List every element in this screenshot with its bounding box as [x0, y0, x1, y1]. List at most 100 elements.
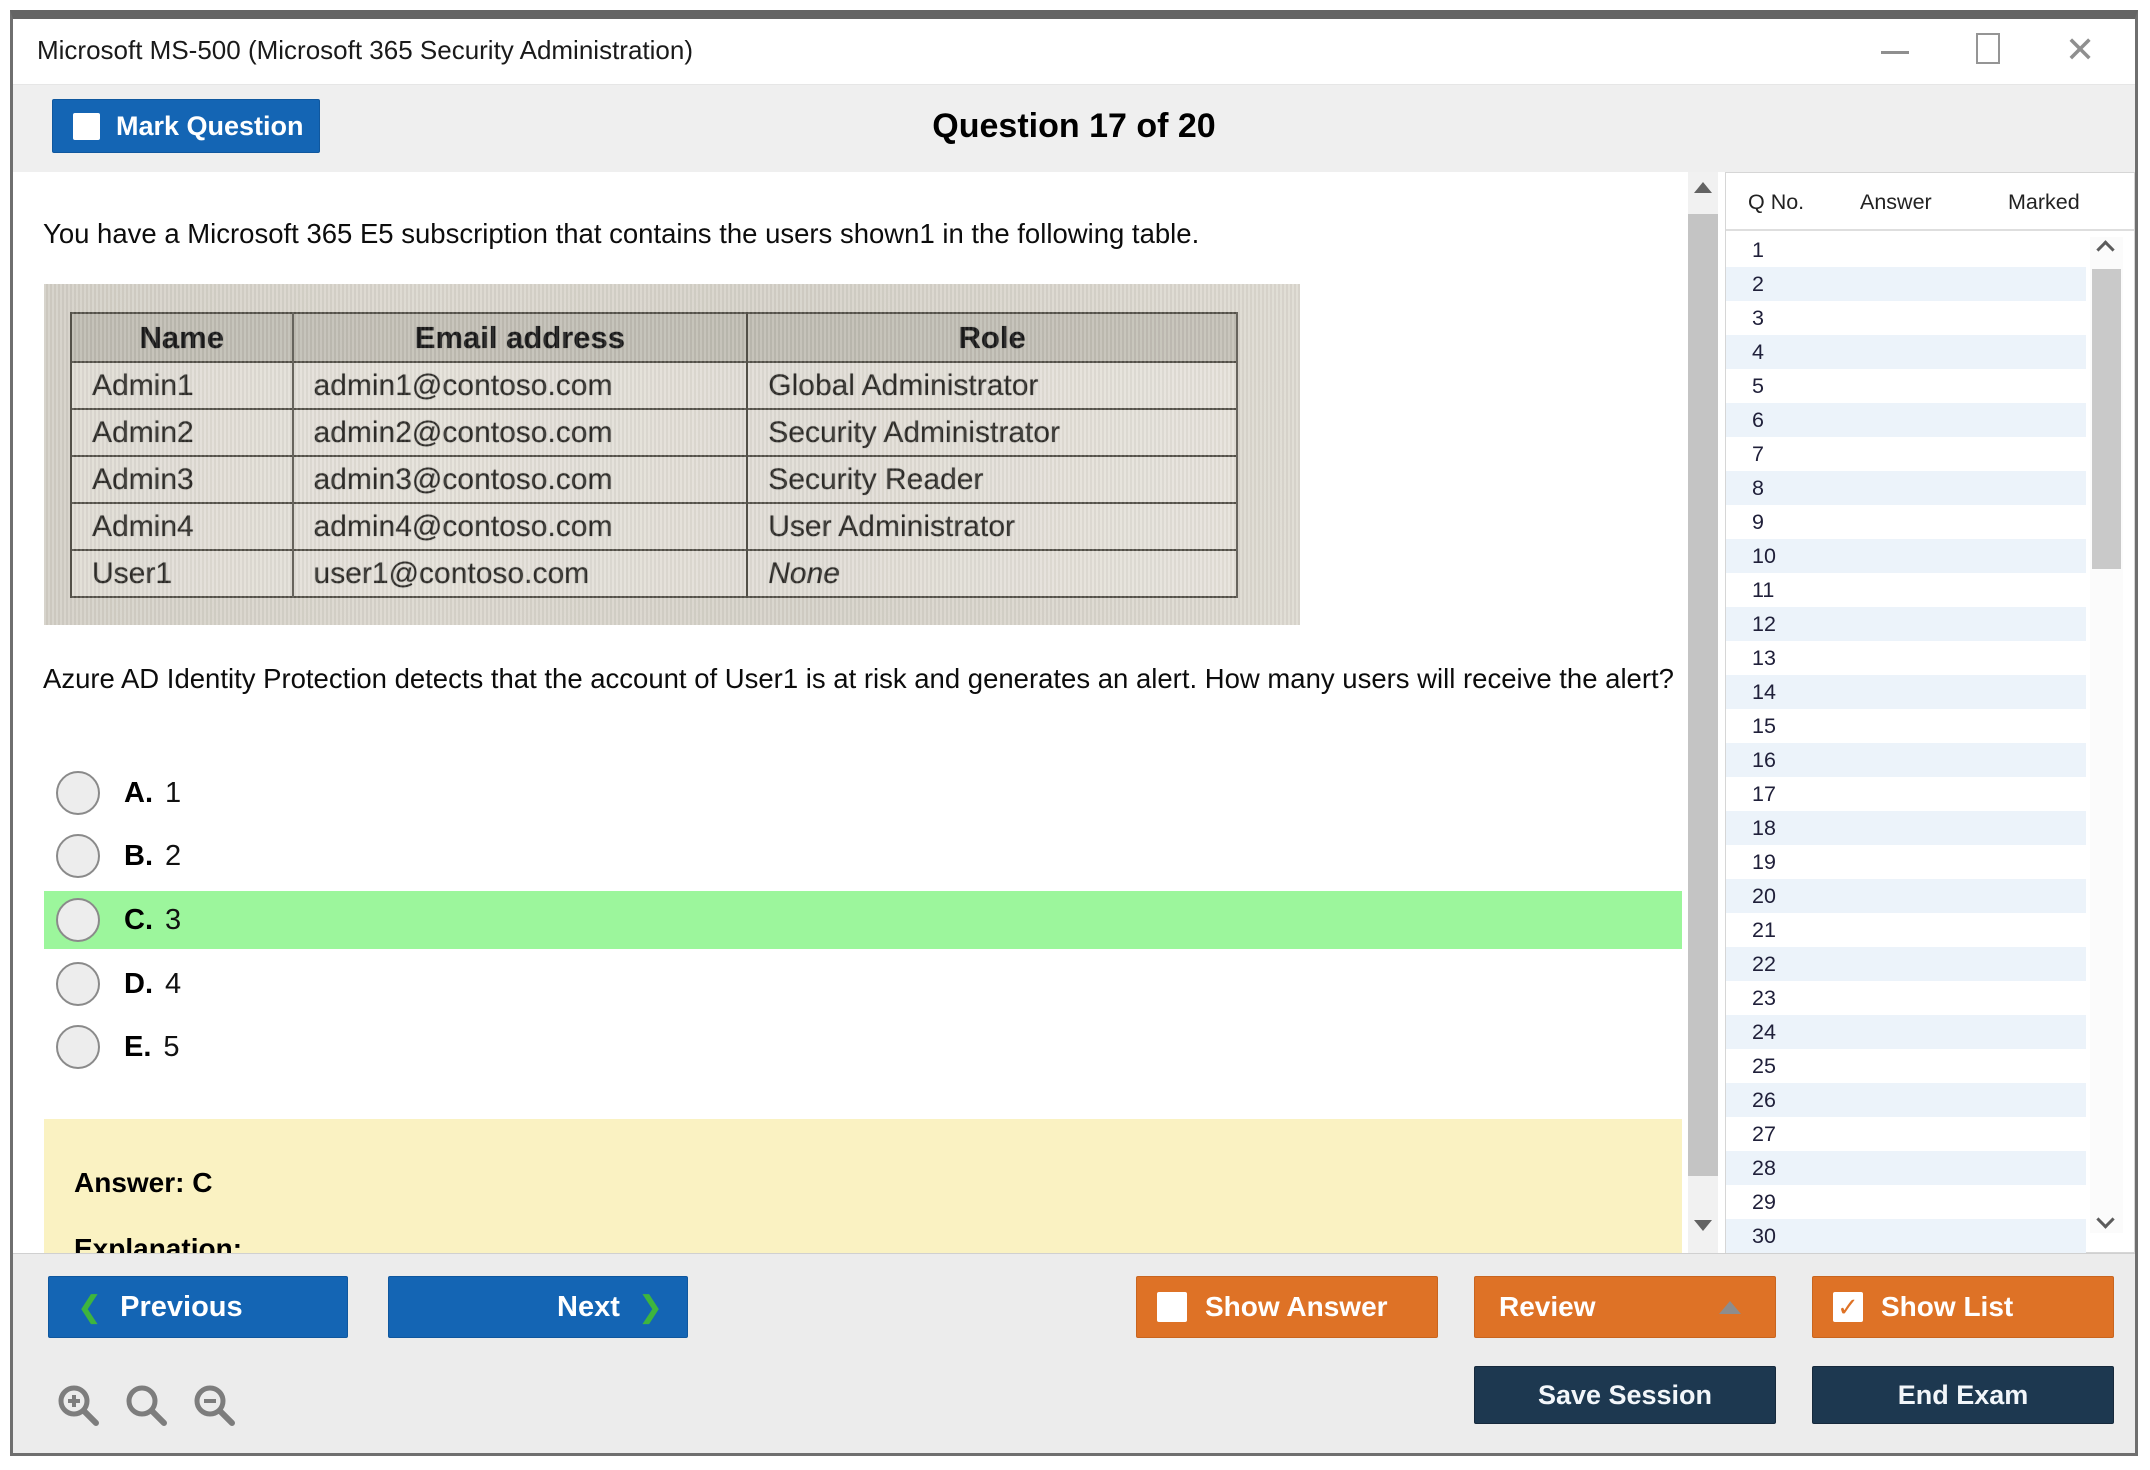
review-label: Review [1499, 1291, 1596, 1322]
mark-question-checkbox[interactable] [73, 112, 100, 140]
checkmark-icon: ✓ [1837, 1292, 1859, 1322]
question-list-row[interactable]: 23 [1726, 981, 2086, 1015]
show-answer-button[interactable]: Show Answer [1136, 1276, 1438, 1338]
next-button[interactable]: Next ❯ [388, 1276, 688, 1338]
question-number: 19 [1752, 850, 1776, 874]
question-list-row[interactable]: 28 [1726, 1151, 2086, 1185]
question-list-row[interactable]: 29 [1726, 1185, 2086, 1219]
radio-button-d[interactable] [56, 962, 100, 1006]
table-cell: Admin1 [70, 361, 294, 410]
question-panel: You have a Microsoft 365 E5 subscription… [13, 172, 1701, 1253]
scroll-up-chevron-icon[interactable] [2096, 240, 2115, 259]
question-list-row[interactable]: 18 [1726, 811, 2086, 845]
question-list-row[interactable]: 4 [1726, 335, 2086, 369]
question-list-row[interactable]: 7 [1726, 437, 2086, 471]
question-list-row[interactable]: 6 [1726, 403, 2086, 437]
end-exam-button[interactable]: End Exam [1812, 1366, 2114, 1424]
users-table-header: Email address [291, 312, 749, 363]
zoom-reset-button[interactable] [121, 1380, 173, 1432]
question-list-row[interactable]: 9 [1726, 505, 2086, 539]
question-list-scrollbar-thumb[interactable] [2092, 269, 2121, 569]
question-list-row[interactable]: 27 [1726, 1117, 2086, 1151]
table-cell: Admin2 [70, 408, 294, 457]
question-number: 9 [1752, 510, 1764, 534]
question-list-row[interactable]: 15 [1726, 709, 2086, 743]
scrollbar-thumb[interactable] [1688, 214, 1718, 1176]
radio-button-b[interactable] [56, 834, 100, 878]
question-list-row[interactable]: 1 [1726, 233, 2086, 267]
show-list-label: Show List [1881, 1291, 2014, 1322]
answer-option-e[interactable]: E. 5 [44, 1018, 1682, 1076]
question-list-row[interactable]: 17 [1726, 777, 2086, 811]
show-list-button[interactable]: ✓ Show List [1812, 1276, 2114, 1338]
question-number: 28 [1752, 1156, 1776, 1180]
scroll-down-chevron-icon[interactable] [2096, 1210, 2115, 1229]
zoom-in-button[interactable] [53, 1380, 105, 1432]
table-cell: Security Reader [746, 455, 1238, 504]
question-body-text: Azure AD Identity Protection detects tha… [43, 663, 1674, 694]
scroll-up-arrow-icon[interactable] [1694, 182, 1712, 193]
question-list-row[interactable]: 2 [1726, 267, 2086, 301]
question-list-row[interactable]: 10 [1726, 539, 2086, 573]
mark-question-button[interactable]: Mark Question [52, 99, 320, 153]
table-row: Admin3 admin3@contoso.com Security Reade… [70, 455, 1238, 504]
question-list-row[interactable]: 30 [1726, 1219, 2086, 1253]
question-list-row[interactable]: 25 [1726, 1049, 2086, 1083]
answer-option-c-highlighted[interactable]: C. 3 [44, 891, 1682, 949]
table-cell: admin4@contoso.com [291, 502, 749, 551]
table-cell: Global Administrator [746, 361, 1238, 410]
question-list-row[interactable]: 8 [1726, 471, 2086, 505]
explanation-label: Explanation: [74, 1233, 243, 1253]
close-button[interactable]: ✕ [2051, 19, 2111, 79]
previous-button[interactable]: ❮ Previous [48, 1276, 348, 1338]
radio-button-e[interactable] [56, 1025, 100, 1069]
question-list-row[interactable]: 26 [1726, 1083, 2086, 1117]
title-bar: Microsoft MS-500 (Microsoft 365 Security… [13, 19, 2135, 85]
users-table-header: Role [746, 312, 1238, 363]
zoom-out-button[interactable] [189, 1380, 241, 1432]
question-list-row[interactable]: 19 [1726, 845, 2086, 879]
question-list-row[interactable]: 20 [1726, 879, 2086, 913]
show-list-checkbox[interactable]: ✓ [1833, 1292, 1863, 1322]
question-header-band: Mark Question Question 17 of 20 [13, 85, 2135, 172]
table-cell: Security Administrator [746, 408, 1238, 457]
question-list-row[interactable]: 3 [1726, 301, 2086, 335]
question-list-row[interactable]: 14 [1726, 675, 2086, 709]
answer-option-b[interactable]: B. 2 [44, 827, 1682, 885]
review-button[interactable]: Review [1474, 1276, 1776, 1338]
question-number: 23 [1752, 986, 1776, 1010]
option-letter: B. [124, 839, 153, 872]
chevron-left-icon: ❮ [77, 1290, 103, 1324]
table-row: Admin2 admin2@contoso.com Security Admin… [70, 408, 1238, 457]
radio-button-a[interactable] [56, 771, 100, 815]
question-list-row[interactable]: 13 [1726, 641, 2086, 675]
question-list-row[interactable]: 16 [1726, 743, 2086, 777]
show-answer-checkbox[interactable] [1157, 1292, 1187, 1322]
question-list-scrollbar[interactable] [2090, 237, 2123, 1233]
question-list-row[interactable]: 12 [1726, 607, 2086, 641]
minimize-button[interactable] [1865, 19, 1925, 79]
question-number: 30 [1752, 1224, 1776, 1248]
table-cell: admin1@contoso.com [291, 361, 749, 410]
question-list-row[interactable]: 11 [1726, 573, 2086, 607]
exam-window: Microsoft MS-500 (Microsoft 365 Security… [10, 10, 2138, 1456]
scroll-down-arrow-icon[interactable] [1694, 1220, 1712, 1231]
answer-option-d[interactable]: D. 4 [44, 955, 1682, 1013]
question-list-row[interactable]: 24 [1726, 1015, 2086, 1049]
answer-option-a[interactable]: A. 1 [44, 764, 1682, 822]
users-table-image: Name Email address Role Admin1 admin1@co… [44, 284, 1300, 625]
column-header-answer: Answer [1860, 190, 1932, 214]
table-cell: Admin4 [70, 502, 294, 551]
question-number: 4 [1752, 340, 1764, 364]
save-session-button[interactable]: Save Session [1474, 1366, 1776, 1424]
question-list-row[interactable]: 21 [1726, 913, 2086, 947]
question-list-row[interactable]: 5 [1726, 369, 2086, 403]
question-list-rows: 1 2 3 4 5 6 7 8 9 10 11 12 13 14 15 16 17 18 19 20 21 22 23 24 2… [1726, 233, 2086, 1253]
content-scrollbar[interactable] [1688, 172, 1718, 1253]
maximize-button[interactable] [1958, 19, 2018, 79]
question-list-row[interactable]: 22 [1726, 947, 2086, 981]
question-number: 15 [1752, 714, 1776, 738]
radio-button-c[interactable] [56, 898, 100, 942]
table-row: Admin4 admin4@contoso.com User Administr… [70, 502, 1238, 551]
option-letter: D. [124, 967, 153, 1000]
